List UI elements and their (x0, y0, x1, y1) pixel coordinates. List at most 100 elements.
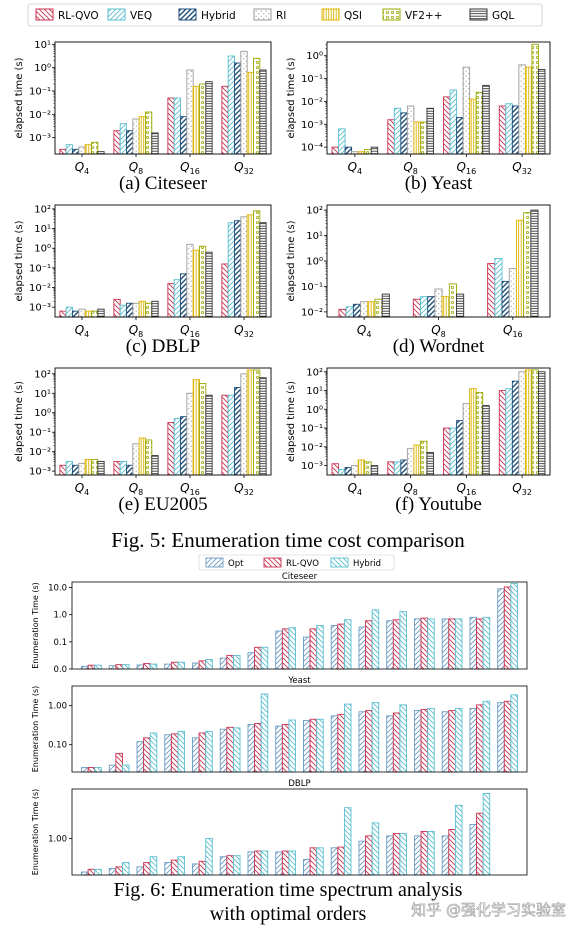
bar-hybrid (149, 856, 158, 876)
bar-opt (358, 840, 367, 876)
bar-veq-q4 (338, 128, 346, 155)
bar-rl-qvo-q16 (167, 283, 175, 318)
bar-gql-q32 (259, 69, 267, 155)
bar-gql-q32 (538, 68, 546, 155)
bar-gql-q16 (482, 84, 490, 155)
bar-opt (469, 616, 477, 670)
bar-qsi-q32 (524, 369, 533, 476)
fig5-caption: Fig. 5: Enumeration time cost comparison (111, 528, 465, 552)
bar-hybrid (343, 807, 352, 876)
bar-rl-qvo (281, 628, 290, 670)
bar-rl-qvo (254, 850, 262, 876)
panel-label: (d) Wordnet (393, 336, 485, 357)
bar-vf2--q4 (91, 310, 99, 318)
bar-veq-q8 (393, 107, 402, 155)
y-tick-label: 10⁻² (29, 110, 51, 121)
bar-ri-q32 (518, 64, 526, 155)
bar-veq-q4 (65, 460, 73, 476)
bar-qsi-q16 (192, 249, 200, 318)
fig6-panel-citeseer: 0.0 0.1 1.0 10.0 Citeseer Enumeration Time (s… (31, 572, 528, 675)
bar-rl-qvo (420, 617, 429, 670)
bar-qsi-q16 (469, 98, 477, 155)
bar-vf2--q8 (145, 439, 153, 476)
bar-vf2--q32 (253, 369, 261, 476)
bar-hybrid (454, 708, 463, 773)
bar-gql-q8 (456, 293, 465, 318)
bar-rl-qvo-q16 (487, 263, 496, 318)
bar-hybrid (454, 804, 463, 876)
bar-vf2--q8 (419, 121, 428, 155)
y-tick-label: 10¹ (306, 231, 323, 242)
bar-rl-qvo (254, 723, 262, 773)
bar-rl-qvo (476, 812, 484, 876)
bar-hybrid-q8 (126, 302, 134, 318)
bar-ri-q8 (434, 288, 443, 318)
bar-hybrid (288, 627, 296, 670)
bar-qsi-q32 (246, 71, 254, 155)
bar-rl-qvo (448, 710, 456, 773)
bar-hybrid (343, 703, 352, 773)
bar-rl-qvo (170, 733, 179, 773)
bar-qsi-q8 (413, 444, 421, 476)
bar-hybrid-q16 (180, 273, 188, 318)
fig6-legend: Opt RL-QVO Hybrid (198, 554, 395, 571)
fig5-panel-2: Q4 Q8 Q16 Q32 10² 10¹ 10⁰ 10⁻¹ 10⁻² 10⁻³ elapsed t… (14, 204, 272, 357)
bar-hybrid (510, 694, 518, 773)
bar-rl-qvo-q16 (443, 96, 451, 155)
y-tick-label: 10⁰ (34, 63, 51, 74)
category-label: Q16 (457, 481, 477, 497)
bar-opt (164, 734, 172, 773)
bar-ri-q4 (78, 462, 86, 476)
bar-opt (81, 665, 89, 670)
bar-ri-q4 (78, 146, 86, 155)
bar-vf2--q32 (253, 57, 261, 155)
bar-opt (136, 741, 145, 773)
bar-hybrid (232, 654, 241, 670)
bar-rl-qvo (476, 618, 484, 670)
bar-qsi-q4 (84, 144, 92, 155)
bar-hybrid (454, 618, 463, 670)
bar-opt (330, 715, 339, 773)
y-tick-label: 1.00 (48, 834, 67, 844)
y-tick-label: 10⁻² (29, 447, 51, 458)
bar-veq-q16 (449, 89, 458, 155)
category-label: Q4 (75, 481, 90, 497)
bar-veq-q8 (119, 123, 127, 155)
bar-ri-q32 (240, 373, 248, 476)
bar-gql-q16 (205, 251, 213, 318)
bar-hybrid (205, 837, 213, 876)
bar-hybrid-q16 (456, 116, 464, 155)
bar-rl-qvo (392, 833, 401, 876)
legend-item-veq: VEQ (107, 8, 152, 22)
bar-hybrid-q16 (456, 420, 464, 476)
bar-gql-q8 (151, 132, 159, 155)
panel-label: (b) Yeast (405, 173, 473, 194)
bar-hybrid-q4 (72, 310, 80, 318)
bar-rl-qvo (281, 724, 290, 773)
panel-label: (e) EU2005 (118, 494, 207, 515)
y-axis-label: Enumeration Time (s) (31, 582, 40, 669)
bar-ri-q32 (240, 50, 248, 155)
bar-ri-q16 (186, 69, 194, 155)
bar-hybrid-q16 (501, 280, 510, 318)
bar-rl-qvo (281, 850, 290, 876)
bar-hybrid-q32 (511, 380, 520, 476)
bar-vf2--q32 (531, 369, 539, 476)
bar-hybrid (94, 664, 102, 670)
bar-hybrid (122, 862, 130, 876)
bar-opt (192, 737, 200, 773)
bar-rl-qvo (115, 866, 123, 876)
bar-hybrid (177, 661, 186, 670)
bar-rl-qvo-q8 (412, 298, 421, 318)
bar-hybrid-q4 (344, 146, 353, 155)
bar-opt (219, 856, 228, 876)
bar-opt (247, 851, 256, 876)
category-label: Q4 (357, 323, 372, 339)
y-tick-label: 10⁻² (301, 97, 323, 108)
bar-qsi-q16 (192, 85, 200, 155)
fig5-panel-1: Q4 Q8 Q16 Q32 10⁰ 10⁻¹ 10⁻² 10⁻³ 10⁻⁴ elapsed tim… (286, 41, 551, 194)
bar-qsi-q8 (138, 300, 146, 318)
bar-vf2--q16 (199, 245, 207, 318)
bar-hybrid (177, 730, 186, 773)
bar-vf2--q4 (91, 458, 99, 476)
